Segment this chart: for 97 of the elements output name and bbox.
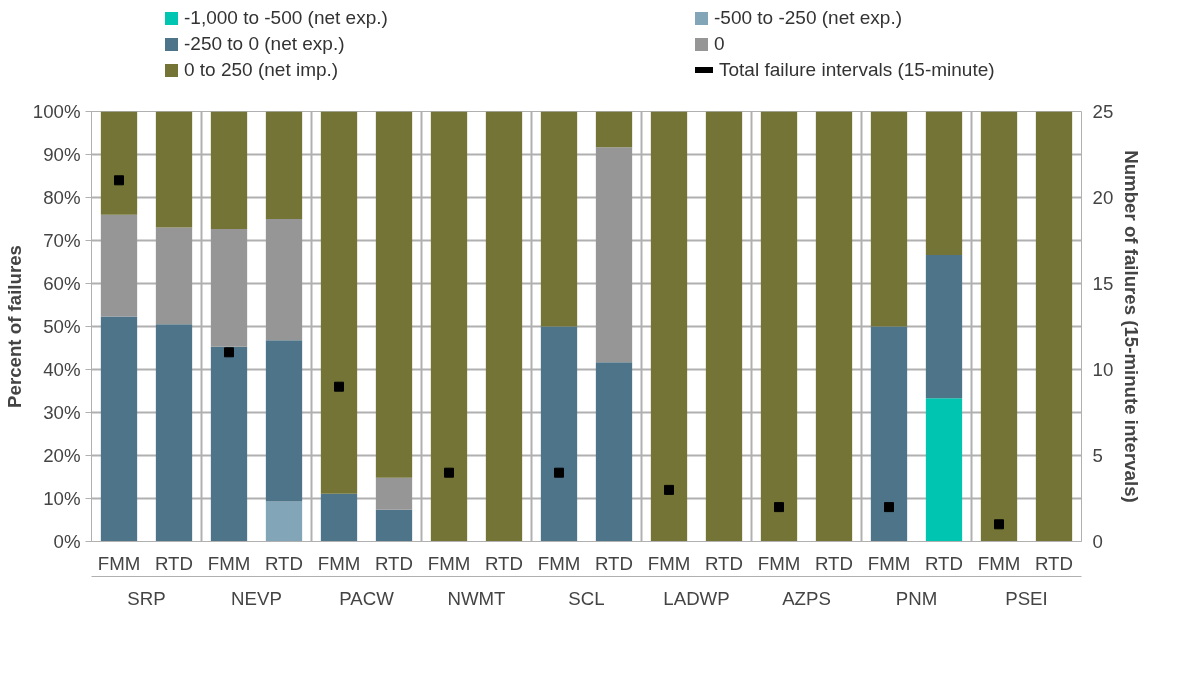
legend-label: 0 [714,32,725,57]
x-tick-label: RTD [1035,552,1074,574]
point [334,381,344,392]
y-tick-label: 80% [43,187,81,208]
x-tick-label: RTD [815,552,854,574]
bar [265,219,303,341]
point [774,502,784,513]
x-tick-label: RTD [485,552,524,574]
bar [265,111,303,219]
legend-label: -1,000 to -500 (net exp.) [184,6,388,31]
bar [870,326,908,542]
y-tick-label: 40% [43,359,81,380]
bar [925,398,963,542]
bar [595,362,633,542]
point [444,467,454,478]
y-tick-label: 20% [43,445,81,466]
bar [485,111,523,542]
bar [265,501,303,542]
point [224,347,234,358]
x-tick-label: FMM [97,552,141,574]
bar [210,346,248,542]
bar [540,111,578,327]
y-tick-label: 30% [43,402,81,423]
legend-label: Total failure intervals (15-minute) [719,58,995,83]
point [994,519,1004,530]
text: PSEI [1005,587,1048,609]
text: PNM [895,587,938,609]
y2-axis-title: Number of failures (15-minute intervals) [1121,150,1143,503]
point [884,502,894,513]
bar [595,111,633,148]
text: SRP [127,587,166,609]
point [114,175,124,186]
bar [705,111,743,542]
bar [1035,111,1073,542]
y2-tick-label: 5 [1092,445,1103,466]
y-tick-label: 50% [43,316,81,337]
bar [925,255,963,399]
bar [375,111,413,478]
bar [540,326,578,542]
bar [375,477,413,510]
bar [430,111,468,542]
bar [210,228,248,347]
bar [100,111,138,215]
bar [210,111,248,229]
x-tick-label: RTD [155,552,194,574]
x-tick-label: RTD [925,552,964,574]
bar [320,493,358,542]
y-tick-label: 70% [43,230,81,251]
bar [870,111,908,327]
legend-label: 0 to 250 (net imp.) [184,58,339,83]
bar [980,111,1018,542]
bar [155,324,193,542]
y-tick-label: 90% [43,144,81,165]
y2-tick-label: 20 [1092,187,1114,208]
text: AZPS [782,587,831,609]
bar [100,316,138,542]
y-tick-label: 60% [43,273,81,294]
bar [155,111,193,228]
point [554,467,564,478]
y-tick-label: 10% [43,488,81,509]
x-tick-label: RTD [705,552,744,574]
x-tick-label: FMM [427,552,471,574]
y2-tick-label: 15 [1092,273,1114,294]
text: NEVP [231,587,282,609]
point [664,484,674,495]
x-tick-label: FMM [977,552,1021,574]
x-tick-label: FMM [537,552,581,574]
x-tick-label: RTD [595,552,634,574]
bar [100,214,138,317]
x-tick-label: FMM [647,552,691,574]
bar [815,111,853,542]
text: PACW [339,587,395,609]
y-tick-label: 100% [32,101,81,122]
bar [265,340,303,502]
y-tick-label: 0% [53,531,81,552]
x-tick-label: RTD [375,552,414,574]
bar [595,147,633,363]
bar [650,111,688,542]
y2-tick-label: 10 [1092,359,1114,380]
bar [320,111,358,494]
bar [760,111,798,542]
bar [375,509,413,542]
text: LADWP [663,587,730,609]
x-tick-label: FMM [757,552,801,574]
y2-tick-label: 0 [1092,531,1103,552]
y-axis-title: Percent of failures [3,245,25,408]
legend-label: -250 to 0 (net exp.) [184,32,345,57]
x-tick-label: RTD [265,552,304,574]
bar [155,227,193,325]
x-tick-label: FMM [317,552,361,574]
bar [925,111,963,256]
legend-label: -500 to -250 (net exp.) [714,6,902,31]
x-tick-label: FMM [867,552,911,574]
x-tick-label: FMM [207,552,251,574]
y2-tick-label: 25 [1092,101,1114,122]
text: NWMT [447,587,506,609]
text: SCL [568,587,605,609]
